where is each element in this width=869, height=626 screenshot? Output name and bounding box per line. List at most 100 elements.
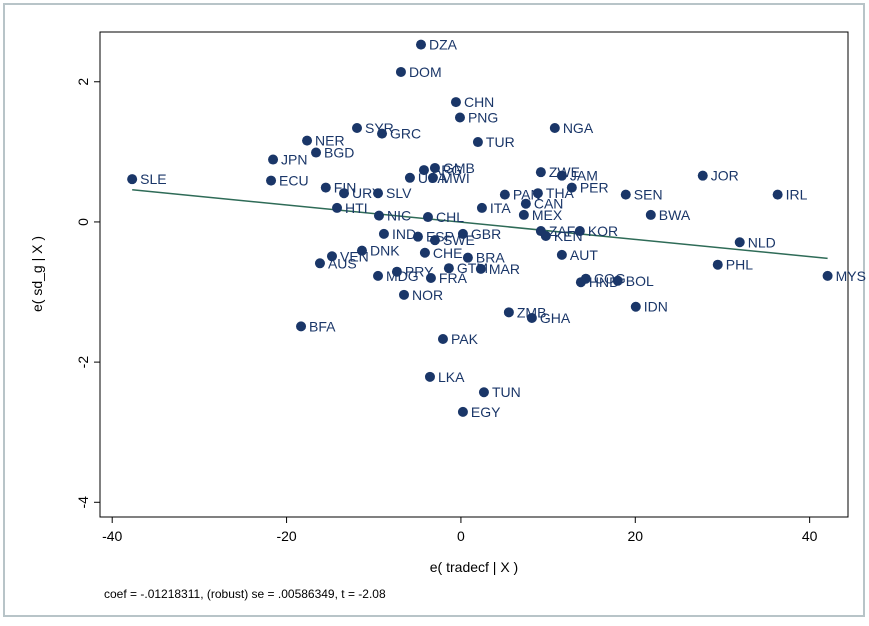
point-label: FRA xyxy=(439,270,468,286)
point-label: KOR xyxy=(588,223,618,239)
point xyxy=(425,273,436,284)
point xyxy=(535,167,546,178)
point-label: ITA xyxy=(490,200,511,216)
point xyxy=(630,301,641,312)
point-label: IRL xyxy=(786,187,808,203)
point xyxy=(418,165,429,176)
point-label: BFA xyxy=(309,318,336,334)
point xyxy=(332,202,343,213)
x-tick-label: -20 xyxy=(276,528,296,544)
point-label: ZMB xyxy=(517,304,547,320)
point-label: THA xyxy=(546,185,575,201)
point xyxy=(574,226,585,237)
point xyxy=(645,209,656,220)
point xyxy=(620,189,631,200)
point xyxy=(356,245,367,256)
point-label: PRY xyxy=(405,264,434,280)
point-label: MEX xyxy=(532,207,563,223)
point-label: CHL xyxy=(436,209,464,225)
point xyxy=(296,321,307,332)
point-label: FIN xyxy=(334,180,357,196)
point xyxy=(268,154,279,165)
point xyxy=(404,172,415,183)
point-label: VEN xyxy=(340,248,369,264)
point xyxy=(429,162,440,173)
point xyxy=(566,182,577,193)
point xyxy=(373,270,384,281)
point-label: CHE xyxy=(433,245,463,261)
point xyxy=(302,135,313,146)
point xyxy=(419,247,430,258)
point-label: IND xyxy=(392,226,416,242)
point-label: GTM xyxy=(457,260,488,276)
point xyxy=(712,259,723,270)
point xyxy=(398,289,409,300)
point-label: GRC xyxy=(390,126,421,142)
point-label: DOM xyxy=(409,64,442,80)
x-tick-label: 0 xyxy=(457,528,465,544)
note: coef = -.01218311, (robust) se = .005863… xyxy=(104,587,386,601)
fit-line xyxy=(132,188,828,260)
point xyxy=(772,189,783,200)
x-tick-label: 20 xyxy=(627,528,643,544)
point xyxy=(373,210,384,221)
point-label: JAM xyxy=(570,168,598,184)
point xyxy=(427,172,438,183)
point xyxy=(457,228,468,239)
point-label: PNG xyxy=(468,110,498,126)
point-label: ZAF xyxy=(549,223,575,239)
point-label: MWI xyxy=(441,170,470,186)
y-tick-label: 2 xyxy=(75,78,91,86)
point-label: GMB xyxy=(443,160,475,176)
x-tick-label: 40 xyxy=(802,528,818,544)
point xyxy=(734,237,745,248)
point-label: HND xyxy=(589,274,619,290)
point-label: PHL xyxy=(726,257,753,273)
point xyxy=(450,97,461,108)
point-label: JOR xyxy=(711,168,739,184)
point-label: TUR xyxy=(486,134,515,150)
point-label: JPN xyxy=(281,152,307,168)
point xyxy=(520,198,531,209)
point-label: AUS xyxy=(328,255,357,271)
point xyxy=(822,270,833,281)
point-label: COG xyxy=(594,271,626,287)
point xyxy=(549,123,560,134)
point-label: LKA xyxy=(438,369,465,385)
point-label: TUN xyxy=(492,384,521,400)
point xyxy=(422,212,433,223)
point xyxy=(320,182,331,193)
point-label: EGY xyxy=(471,404,501,420)
point xyxy=(352,123,363,134)
point xyxy=(499,189,510,200)
y-axis-title: e( sd_g | X ) xyxy=(29,236,45,312)
point xyxy=(391,266,402,277)
point xyxy=(395,66,406,77)
x-axis-title: e( tradecf | X ) xyxy=(430,559,518,575)
point xyxy=(127,174,138,185)
point xyxy=(266,175,277,186)
point-label: USA xyxy=(418,170,447,186)
point-label: SLV xyxy=(386,185,412,201)
y-tick-label: 0 xyxy=(75,218,91,226)
point xyxy=(429,235,440,246)
point-label: MYS xyxy=(836,268,866,284)
point xyxy=(556,249,567,260)
point-label: HTI xyxy=(345,200,368,216)
point-label: NIC xyxy=(387,208,411,224)
plot-area xyxy=(99,31,849,518)
point xyxy=(472,137,483,148)
point-label: DNK xyxy=(370,243,400,259)
point-label: PAK xyxy=(451,331,479,347)
point-label: SEN xyxy=(634,187,663,203)
point xyxy=(412,231,423,242)
point xyxy=(457,406,468,417)
point-label: ECU xyxy=(279,173,309,189)
point xyxy=(311,147,322,158)
point xyxy=(454,112,465,123)
point xyxy=(503,307,514,318)
point xyxy=(476,202,487,213)
point xyxy=(378,228,389,239)
point xyxy=(475,263,486,274)
point-label: IDN xyxy=(644,299,668,315)
